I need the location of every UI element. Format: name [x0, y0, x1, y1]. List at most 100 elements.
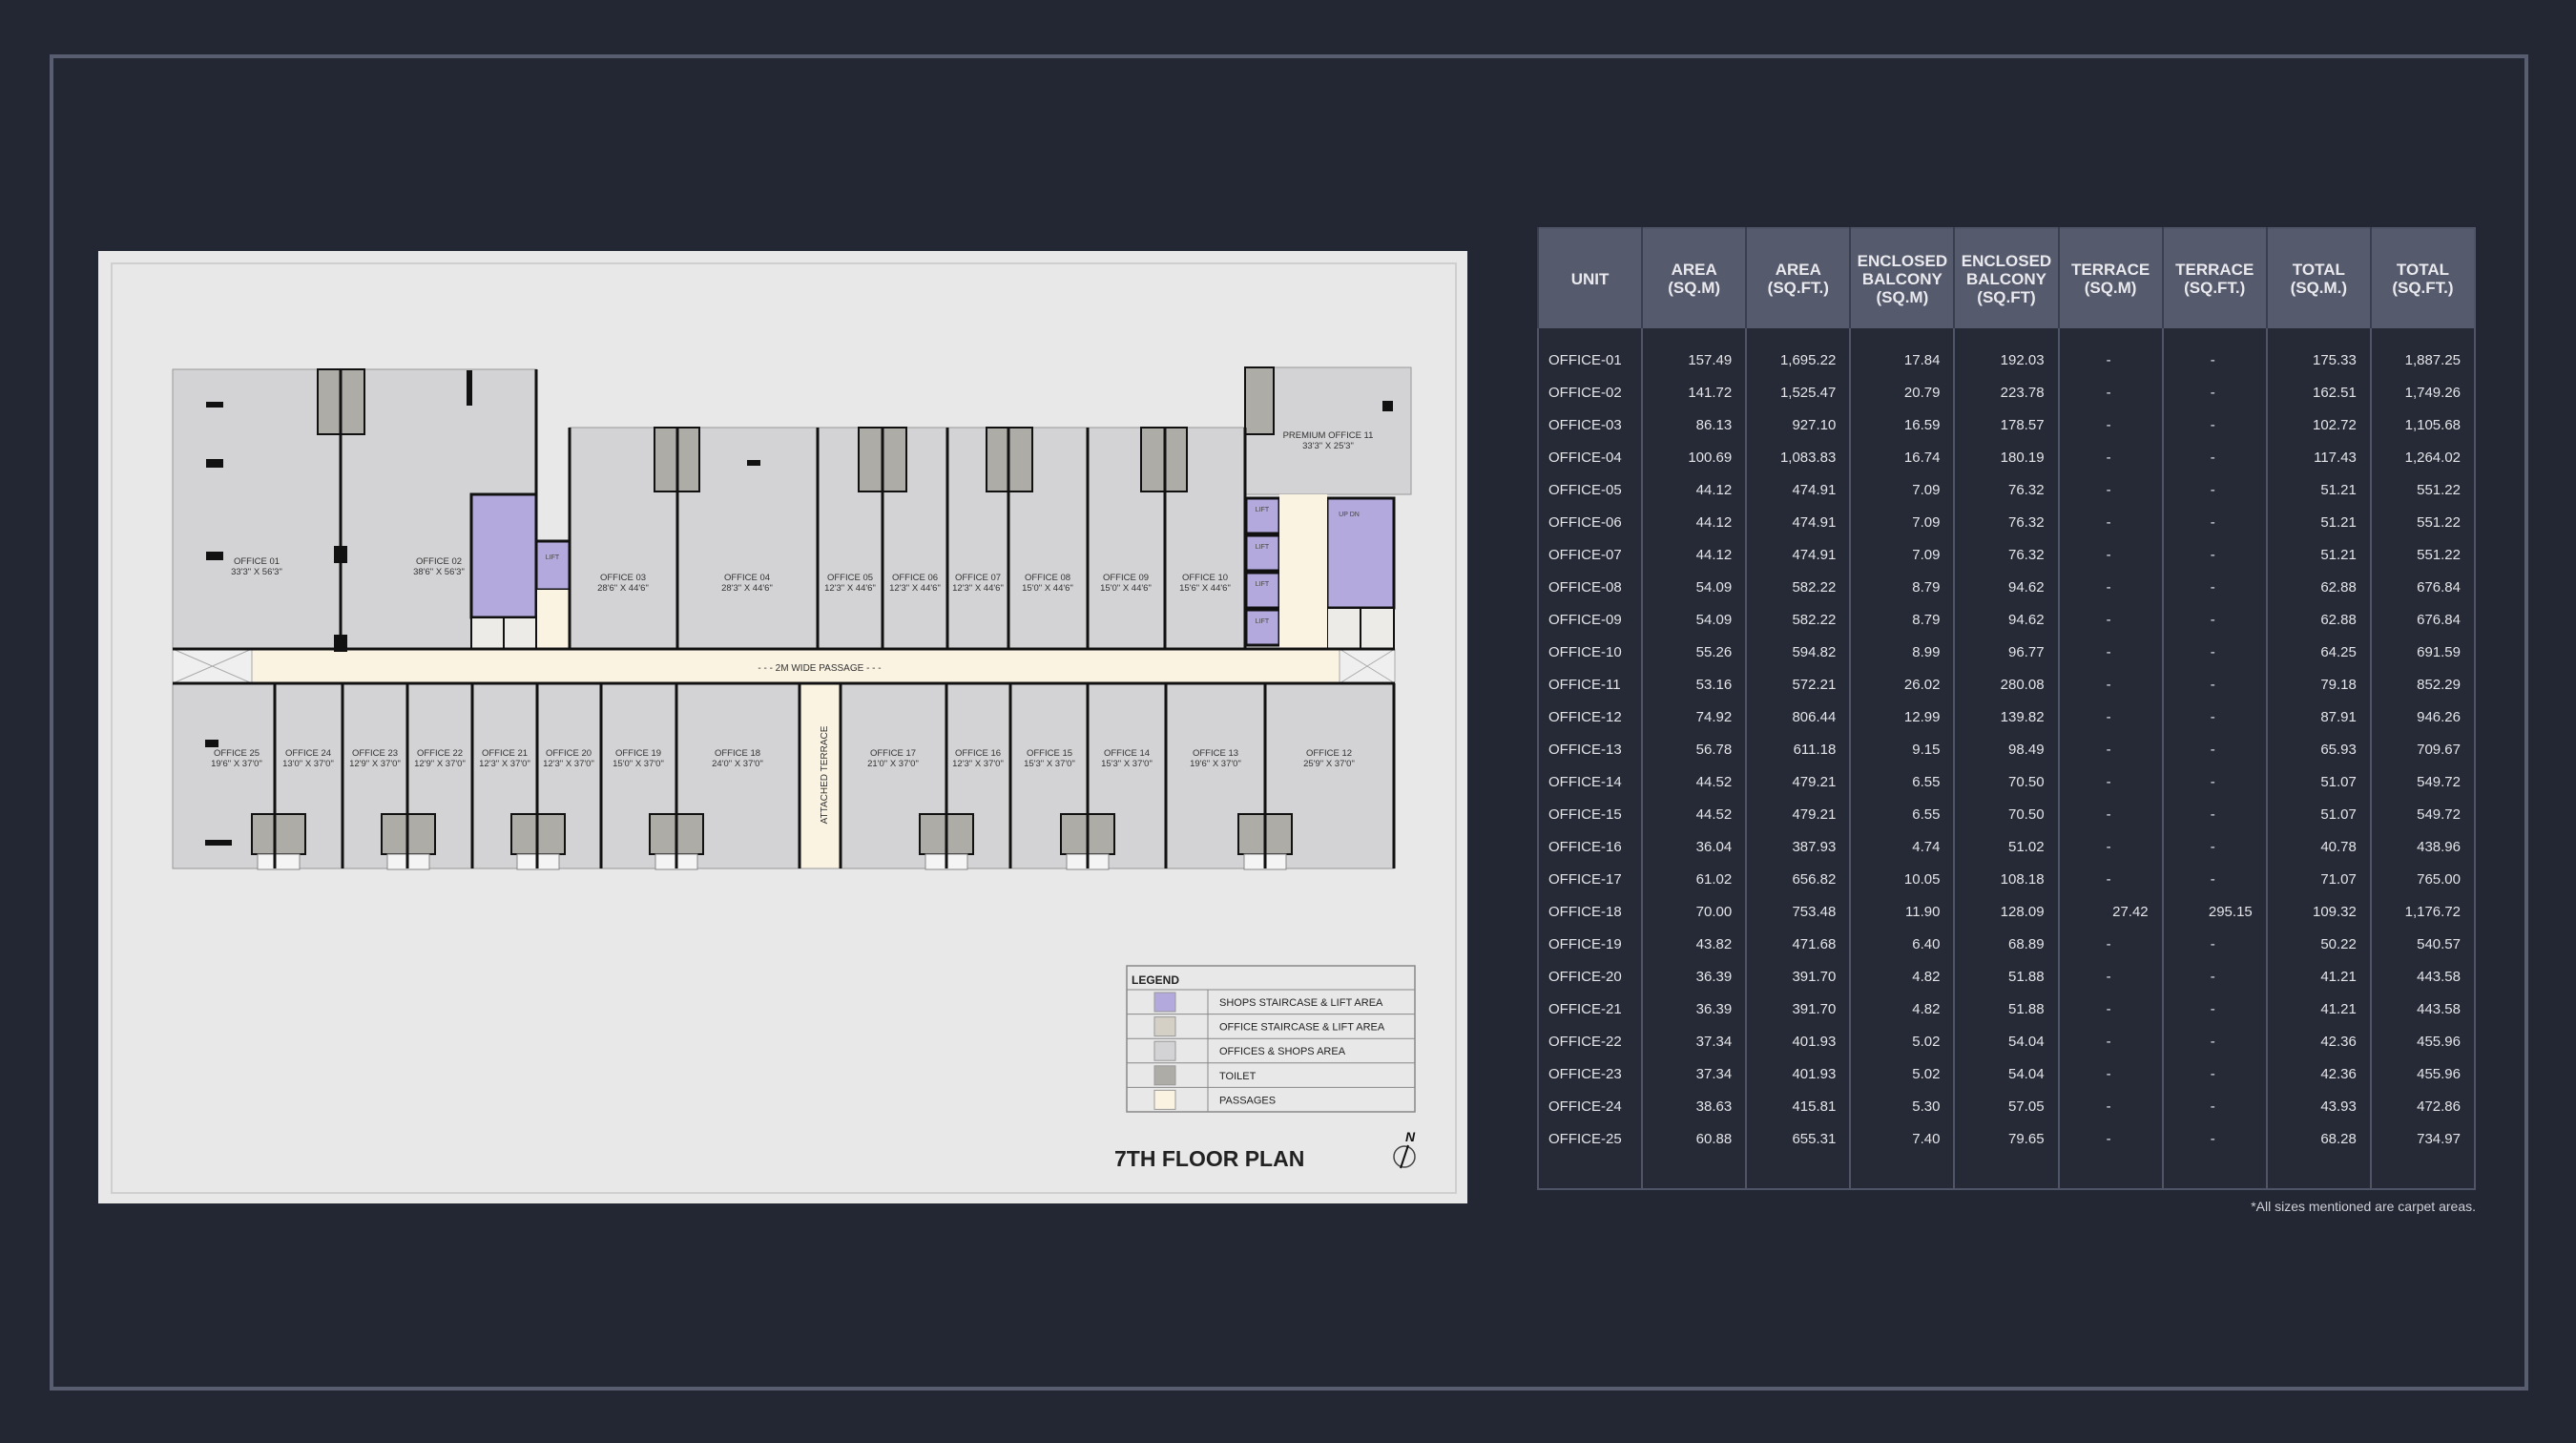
- value-cell: -: [2057, 765, 2163, 798]
- unit-cell: OFFICE-11: [1536, 668, 1643, 701]
- legend-item: TOILET: [1127, 1062, 1415, 1086]
- value-cell: 44.12: [1641, 538, 1747, 571]
- value-cell: 223.78: [1953, 376, 2059, 408]
- table-row: OFFICE-05 44.12 474.91 7.09 76.32- -51.21 551.…: [1536, 473, 2475, 506]
- value-cell: 806.44: [1745, 701, 1851, 733]
- value-cell: 98.49: [1953, 733, 2059, 765]
- value-cell: 676.84: [2369, 603, 2475, 636]
- value-cell: 479.21: [1745, 798, 1851, 830]
- table-row: OFFICE-16 36.04 387.93 4.74 51.02- -40.78 438.…: [1536, 830, 2475, 863]
- value-cell: 6.55: [1849, 765, 1955, 798]
- value-cell: 4.82: [1849, 993, 1955, 1025]
- value-cell: 27.42: [2057, 895, 2163, 928]
- value-cell: -: [2057, 1090, 2163, 1122]
- main-passage: [252, 649, 1340, 683]
- unit-name: OFFICE 20: [546, 748, 592, 759]
- table-row: OFFICE-02 141.72 1,525.47 20.79 223.78- -162.…: [1536, 376, 2475, 408]
- unit-name: OFFICE 04: [724, 573, 770, 583]
- value-cell: -: [2057, 1122, 2163, 1155]
- legend-swatch: [1153, 1040, 1176, 1061]
- value-cell: 10.05: [1849, 863, 1955, 895]
- value-cell: 94.62: [1953, 603, 2059, 636]
- unit-name: OFFICE 18: [715, 748, 760, 759]
- unit-dimensions: 19'6" X 37'0": [1190, 759, 1241, 769]
- value-cell: -: [2057, 668, 2163, 701]
- unit-dimensions: 19'6" X 37'0": [211, 759, 262, 769]
- value-cell: 1,083.83: [1745, 441, 1851, 473]
- value-cell: 108.18: [1953, 863, 2059, 895]
- value-cell: 438.96: [2369, 830, 2475, 863]
- floor-plan-drawing: LIFT LIFT LIFT LIFT LIFT UP DN: [111, 262, 1457, 1194]
- unit-name: OFFICE 05: [827, 573, 873, 583]
- value-cell: 549.72: [2369, 765, 2475, 798]
- value-cell: -: [2057, 571, 2163, 603]
- value-cell: -: [2161, 765, 2267, 798]
- plan-title: 7TH FLOOR PLAN: [1114, 1146, 1304, 1171]
- value-cell: 401.93: [1745, 1025, 1851, 1057]
- column-header: AREA (SQ.FT.): [1745, 228, 1851, 328]
- value-cell: 139.82: [1953, 701, 2059, 733]
- value-cell: -: [2161, 506, 2267, 538]
- value-cell: 65.93: [2265, 733, 2371, 765]
- unit-cell: OFFICE-24: [1536, 1090, 1643, 1122]
- value-cell: 415.81: [1745, 1090, 1851, 1122]
- table-row: OFFICE-23 37.34 401.93 5.02 54.04- -42.36 455.…: [1536, 1057, 2475, 1090]
- unit-dimensions: 33'3" X 25'3": [1302, 441, 1354, 451]
- value-cell: 42.36: [2265, 1057, 2371, 1090]
- plan-inner-border: [111, 262, 1457, 1194]
- value-cell: 12.99: [1849, 701, 1955, 733]
- value-cell: 192.03: [1953, 344, 2059, 376]
- unit-dimensions: 12'3" X 44'6": [824, 583, 876, 594]
- value-cell: 44.52: [1641, 765, 1747, 798]
- stair-label: UP DN: [1339, 512, 1360, 518]
- value-cell: 1,525.47: [1745, 376, 1851, 408]
- unit-name: OFFICE 13: [1193, 748, 1238, 759]
- table-row: OFFICE-17 61.02 656.82 10.05 108.18- -71.07 76…: [1536, 863, 2475, 895]
- value-cell: -: [2161, 473, 2267, 506]
- legend-swatch: [1153, 992, 1176, 1013]
- value-cell: -: [2161, 538, 2267, 571]
- value-cell: 17.84: [1849, 344, 1955, 376]
- value-cell: 87.91: [2265, 701, 2371, 733]
- legend-item: PASSAGES: [1127, 1086, 1415, 1110]
- legend: LEGEND SHOPS STAIRCASE & LIFT AREA OFFICE…: [1126, 965, 1416, 1113]
- value-cell: 51.02: [1953, 830, 2059, 863]
- unit-cell: OFFICE-18: [1536, 895, 1643, 928]
- value-cell: 479.21: [1745, 765, 1851, 798]
- value-cell: -: [2161, 408, 2267, 441]
- column-header: ENCLOSED BALCONY (SQ.M): [1849, 228, 1955, 328]
- carpet-area-footnote: *All sizes mentioned are carpet areas.: [2251, 1199, 2476, 1214]
- value-cell: -: [2161, 344, 2267, 376]
- value-cell: 55.26: [1641, 636, 1747, 668]
- value-cell: 57.05: [1953, 1090, 2059, 1122]
- value-cell: 6.40: [1849, 928, 1955, 960]
- value-cell: 1,105.68: [2369, 408, 2475, 441]
- unit-name: OFFICE 06: [892, 573, 938, 583]
- column-header: UNIT: [1536, 228, 1643, 328]
- value-cell: 443.58: [2369, 993, 2475, 1025]
- value-cell: 54.04: [1953, 1057, 2059, 1090]
- lift-label: LIFT: [1256, 618, 1270, 625]
- value-cell: 471.68: [1745, 928, 1851, 960]
- value-cell: -: [2161, 928, 2267, 960]
- value-cell: 40.78: [2265, 830, 2371, 863]
- unit-dimensions: 15'0" X 44'6": [1022, 583, 1073, 594]
- unit-cell: OFFICE-08: [1536, 571, 1643, 603]
- value-cell: -: [2161, 668, 2267, 701]
- unit-dimensions: 12'3" X 44'6": [952, 583, 1004, 594]
- value-cell: 109.32: [2265, 895, 2371, 928]
- unit-name: OFFICE 10: [1182, 573, 1228, 583]
- floor-plan-panel: LIFT LIFT LIFT LIFT LIFT UP DN: [98, 251, 1467, 1203]
- value-cell: 157.49: [1641, 344, 1747, 376]
- walls: [173, 369, 1396, 868]
- value-cell: 7.09: [1849, 506, 1955, 538]
- column-header: TERRACE (SQ.FT.): [2161, 228, 2267, 328]
